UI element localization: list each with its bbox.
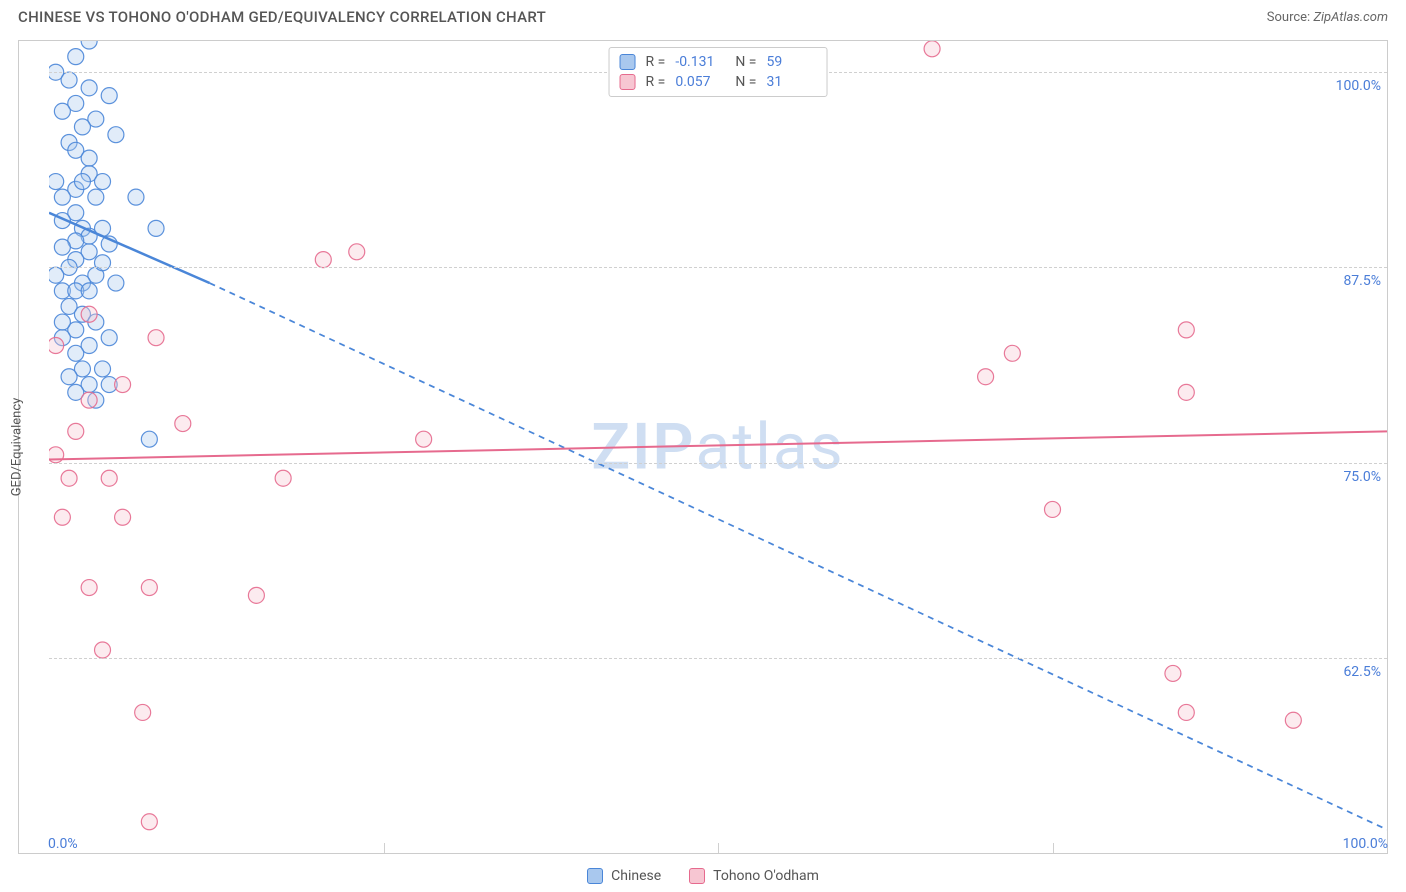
scatter-point-tohono <box>1178 322 1194 338</box>
scatter-point-tohono <box>54 509 70 525</box>
series-legend: Chinese Tohono O'odham <box>0 868 1406 884</box>
scatter-point-chinese <box>54 314 70 330</box>
r-label: R = <box>646 54 666 70</box>
scatter-point-tohono <box>1178 384 1194 400</box>
x-axis-tick-max: 100.0% <box>1343 836 1388 852</box>
scatter-point-chinese <box>101 330 117 346</box>
legend-item-tohono: Tohono O'odham <box>689 868 819 884</box>
source-label: Source: <box>1267 10 1310 25</box>
legend-swatch-tohono <box>620 74 636 90</box>
scatter-point-tohono <box>315 252 331 268</box>
scatter-point-tohono <box>81 306 97 322</box>
scatter-point-chinese <box>68 345 84 361</box>
scatter-point-chinese <box>108 127 124 143</box>
scatter-point-chinese <box>128 189 144 205</box>
legend-label-chinese: Chinese <box>611 868 661 884</box>
source-name: ZipAtlas.com <box>1313 10 1388 25</box>
n-value-chinese: 59 <box>766 54 816 70</box>
legend-item-chinese: Chinese <box>587 868 661 884</box>
scatter-point-chinese <box>81 41 97 49</box>
scatter-point-tohono <box>924 41 940 57</box>
scatter-plot-svg <box>49 41 1387 853</box>
x-axis-tick-min: 0.0% <box>48 836 78 852</box>
scatter-point-tohono <box>349 244 365 260</box>
scatter-point-chinese <box>101 88 117 104</box>
scatter-point-chinese <box>61 72 77 88</box>
x-axis-tick <box>718 843 719 853</box>
gridline <box>49 658 1387 659</box>
n-label: N = <box>735 54 756 70</box>
legend-swatch-chinese <box>587 868 603 884</box>
scatter-point-chinese <box>81 80 97 96</box>
y-axis-tick-label: 100.0% <box>1336 78 1381 94</box>
scatter-point-tohono <box>248 587 264 603</box>
stats-legend-row: R = -0.131 N = 59 <box>620 52 817 72</box>
scatter-point-tohono <box>81 392 97 408</box>
scatter-point-chinese <box>141 431 157 447</box>
scatter-point-chinese <box>148 220 164 236</box>
scatter-point-chinese <box>95 174 111 190</box>
scatter-point-chinese <box>81 150 97 166</box>
scatter-point-tohono <box>141 814 157 830</box>
y-axis-tick-label: 75.0% <box>1343 469 1381 485</box>
x-axis-tick <box>384 843 385 853</box>
scatter-point-tohono <box>175 416 191 432</box>
scatter-point-tohono <box>148 330 164 346</box>
scatter-point-chinese <box>81 283 97 299</box>
r-label: R = <box>646 74 666 90</box>
scatter-point-chinese <box>108 275 124 291</box>
scatter-point-tohono <box>49 338 64 354</box>
scatter-point-tohono <box>95 642 111 658</box>
r-value-chinese: -0.131 <box>675 54 725 70</box>
scatter-point-tohono <box>978 369 994 385</box>
r-value-tohono: 0.057 <box>675 74 725 90</box>
scatter-point-tohono <box>135 704 151 720</box>
scatter-point-tohono <box>1165 665 1181 681</box>
scatter-point-chinese <box>74 174 90 190</box>
scatter-point-tohono <box>115 377 131 393</box>
gridline <box>49 267 1387 268</box>
scatter-point-tohono <box>115 509 131 525</box>
scatter-point-tohono <box>101 470 117 486</box>
y-axis-label: GED/Equivalency <box>10 398 25 497</box>
scatter-point-tohono <box>1045 501 1061 517</box>
scatter-point-chinese <box>68 49 84 65</box>
scatter-point-tohono <box>61 470 77 486</box>
scatter-point-chinese <box>88 189 104 205</box>
source-attribution: Source: ZipAtlas.com <box>1267 10 1388 25</box>
scatter-point-chinese <box>54 189 70 205</box>
n-value-tohono: 31 <box>766 74 816 90</box>
trendline-tohono <box>49 431 1387 459</box>
legend-swatch-chinese <box>620 54 636 70</box>
legend-swatch-tohono <box>689 868 705 884</box>
scatter-point-chinese <box>54 239 70 255</box>
scatter-point-tohono <box>1285 712 1301 728</box>
scatter-point-chinese <box>61 369 77 385</box>
scatter-point-chinese <box>49 267 64 283</box>
legend-label-tohono: Tohono O'odham <box>713 868 819 884</box>
scatter-point-tohono <box>141 580 157 596</box>
y-axis-tick-label: 87.5% <box>1343 273 1381 289</box>
chart-container: GED/Equivalency ZIPatlas R = -0.131 N = … <box>18 40 1388 854</box>
scatter-point-tohono <box>416 431 432 447</box>
scatter-point-tohono <box>81 580 97 596</box>
plot-area: ZIPatlas R = -0.131 N = 59 R = 0.057 N =… <box>49 41 1387 853</box>
y-axis-tick-label: 62.5% <box>1343 664 1381 680</box>
scatter-point-tohono <box>1178 704 1194 720</box>
trendline-dashed-chinese <box>210 283 1387 830</box>
chart-title: CHINESE VS TOHONO O'ODHAM GED/EQUIVALENC… <box>18 8 546 26</box>
stats-legend-row: R = 0.057 N = 31 <box>620 72 817 92</box>
stats-legend: R = -0.131 N = 59 R = 0.057 N = 31 <box>609 47 828 97</box>
gridline <box>49 463 1387 464</box>
scatter-point-chinese <box>74 119 90 135</box>
scatter-point-chinese <box>95 361 111 377</box>
n-label: N = <box>735 74 756 90</box>
scatter-point-chinese <box>49 174 64 190</box>
x-axis-tick <box>1053 843 1054 853</box>
scatter-point-tohono <box>68 423 84 439</box>
scatter-point-tohono <box>1004 345 1020 361</box>
scatter-point-tohono <box>275 470 291 486</box>
scatter-point-chinese <box>54 103 70 119</box>
